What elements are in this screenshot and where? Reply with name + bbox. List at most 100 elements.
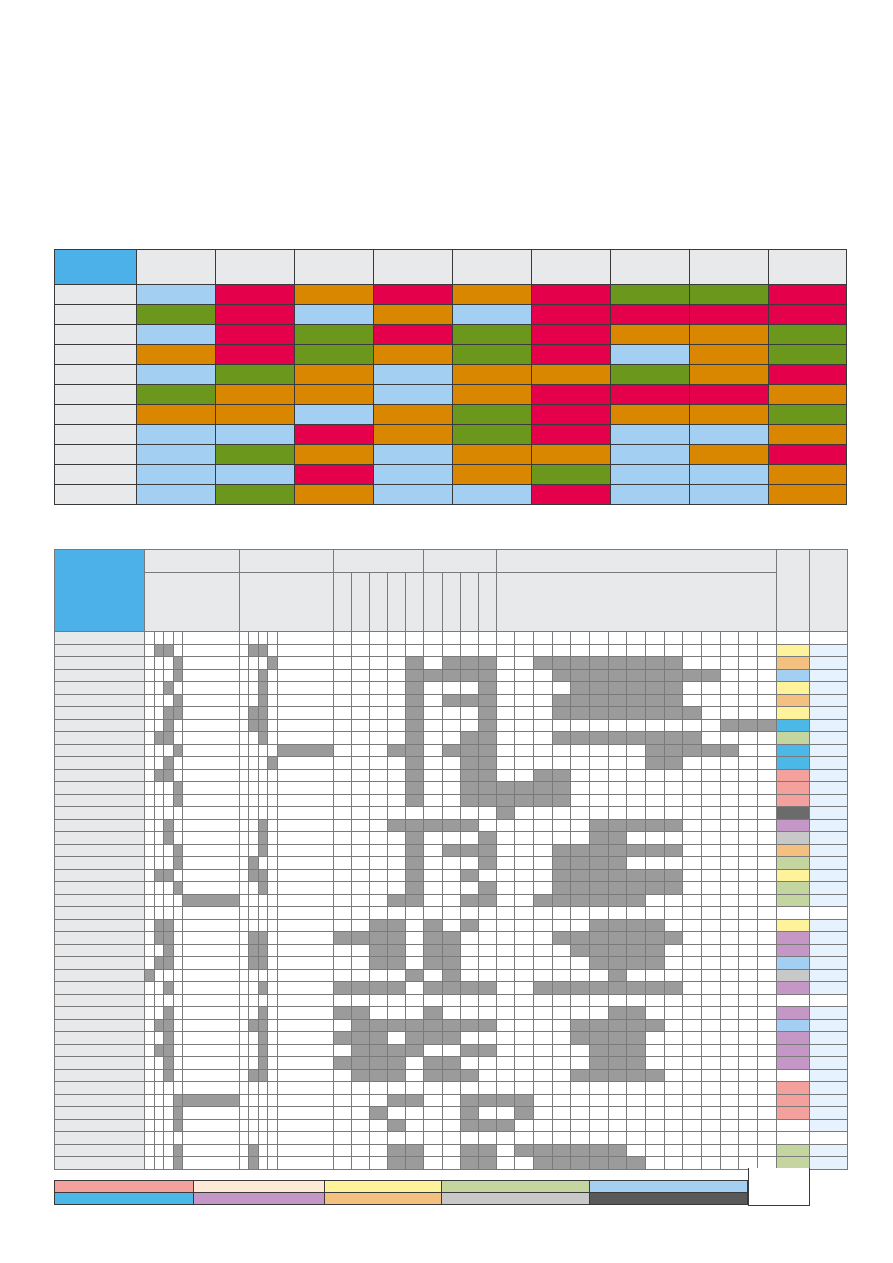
filled-cell (423, 1018, 443, 1032)
empty-cell (514, 718, 534, 732)
empty-cell (369, 756, 389, 770)
empty-cell (514, 768, 534, 782)
empty-cell (248, 793, 259, 807)
empty-cell (369, 881, 389, 895)
empty-cell (441, 906, 461, 920)
empty-cell (607, 806, 628, 820)
empty-cell (276, 718, 335, 732)
rating-cell (136, 284, 216, 305)
empty-cell (495, 1031, 516, 1045)
empty-cell (369, 731, 389, 745)
category-swatch (775, 643, 810, 657)
empty-cell (588, 768, 609, 782)
empty-cell (700, 968, 721, 982)
empty-cell (477, 968, 497, 982)
bottom-matrix-row-label (53, 643, 146, 657)
empty-cell (248, 693, 259, 707)
filled-cell (387, 1018, 407, 1032)
bottom-matrix-body (53, 631, 849, 1170)
rating-cell (610, 404, 690, 425)
empty-cell (477, 906, 497, 920)
empty-cell (514, 831, 534, 845)
empty-cell (738, 806, 758, 820)
empty-cell (756, 1106, 777, 1120)
filled-cell (588, 856, 609, 870)
filled-cell (459, 1018, 479, 1032)
filled-cell (477, 893, 497, 907)
empty-cell (267, 643, 278, 657)
bottom-matrix-row (53, 706, 849, 720)
empty-cell (333, 1093, 353, 1107)
category-swatch (775, 1118, 810, 1132)
empty-cell (144, 693, 155, 707)
empty-cell (182, 906, 240, 920)
empty-cell (238, 1043, 250, 1057)
empty-cell (700, 793, 721, 807)
empty-cell (756, 731, 777, 745)
empty-cell (369, 781, 389, 795)
filled-cell (477, 1093, 497, 1107)
empty-cell (333, 718, 353, 732)
filled-cell (682, 706, 702, 720)
filled-cell (257, 643, 269, 657)
empty-cell (626, 793, 646, 807)
filled-cell (644, 731, 665, 745)
empty-cell (495, 1043, 516, 1057)
filled-cell (182, 1093, 240, 1107)
rating-cell (136, 424, 216, 445)
empty-cell (663, 1056, 684, 1070)
rating-cell (452, 424, 532, 445)
empty-cell (514, 956, 534, 970)
filled-cell (607, 706, 628, 720)
empty-cell (738, 643, 758, 657)
filled-cell (588, 1018, 609, 1032)
filled-cell (607, 856, 628, 870)
empty-cell (369, 768, 389, 782)
filled-cell (607, 843, 628, 857)
empty-cell (477, 1131, 497, 1145)
empty-cell (719, 1068, 740, 1082)
filled-cell (387, 918, 407, 932)
empty-cell (387, 843, 407, 857)
empty-cell (682, 843, 702, 857)
bottom-matrix-row (53, 893, 849, 907)
empty-cell (333, 893, 353, 907)
empty-cell (333, 1081, 353, 1095)
empty-cell (163, 1118, 174, 1132)
empty-cell (570, 1118, 590, 1132)
empty-cell (182, 1106, 240, 1120)
filled-cell (405, 793, 425, 807)
empty-cell (163, 993, 174, 1007)
empty-cell (570, 906, 590, 920)
filled-cell (495, 1118, 516, 1132)
empty-cell (588, 793, 609, 807)
empty-cell (626, 1143, 646, 1157)
empty-cell (267, 918, 278, 932)
filled-cell (333, 1006, 353, 1020)
empty-cell (495, 743, 516, 757)
empty-cell (533, 843, 553, 857)
empty-cell (719, 856, 740, 870)
filled-cell (387, 1156, 407, 1170)
empty-cell (588, 1093, 609, 1107)
empty-cell (369, 631, 389, 645)
empty-cell (644, 1056, 665, 1070)
empty-cell (267, 706, 278, 720)
empty-cell (182, 1131, 240, 1145)
empty-cell (756, 756, 777, 770)
empty-cell (351, 868, 371, 882)
filled-cell (369, 1056, 389, 1070)
filled-cell (405, 843, 425, 857)
empty-cell (756, 868, 777, 882)
empty-cell (276, 1093, 335, 1107)
rating-cell (452, 444, 532, 465)
empty-cell (551, 943, 572, 957)
filled-cell (369, 918, 389, 932)
rating-cell (215, 464, 295, 485)
filled-cell (626, 868, 646, 882)
empty-cell (182, 918, 240, 932)
filled-cell (387, 1043, 407, 1057)
empty-cell (626, 643, 646, 657)
filled-cell (663, 981, 684, 995)
empty-cell (182, 943, 240, 957)
